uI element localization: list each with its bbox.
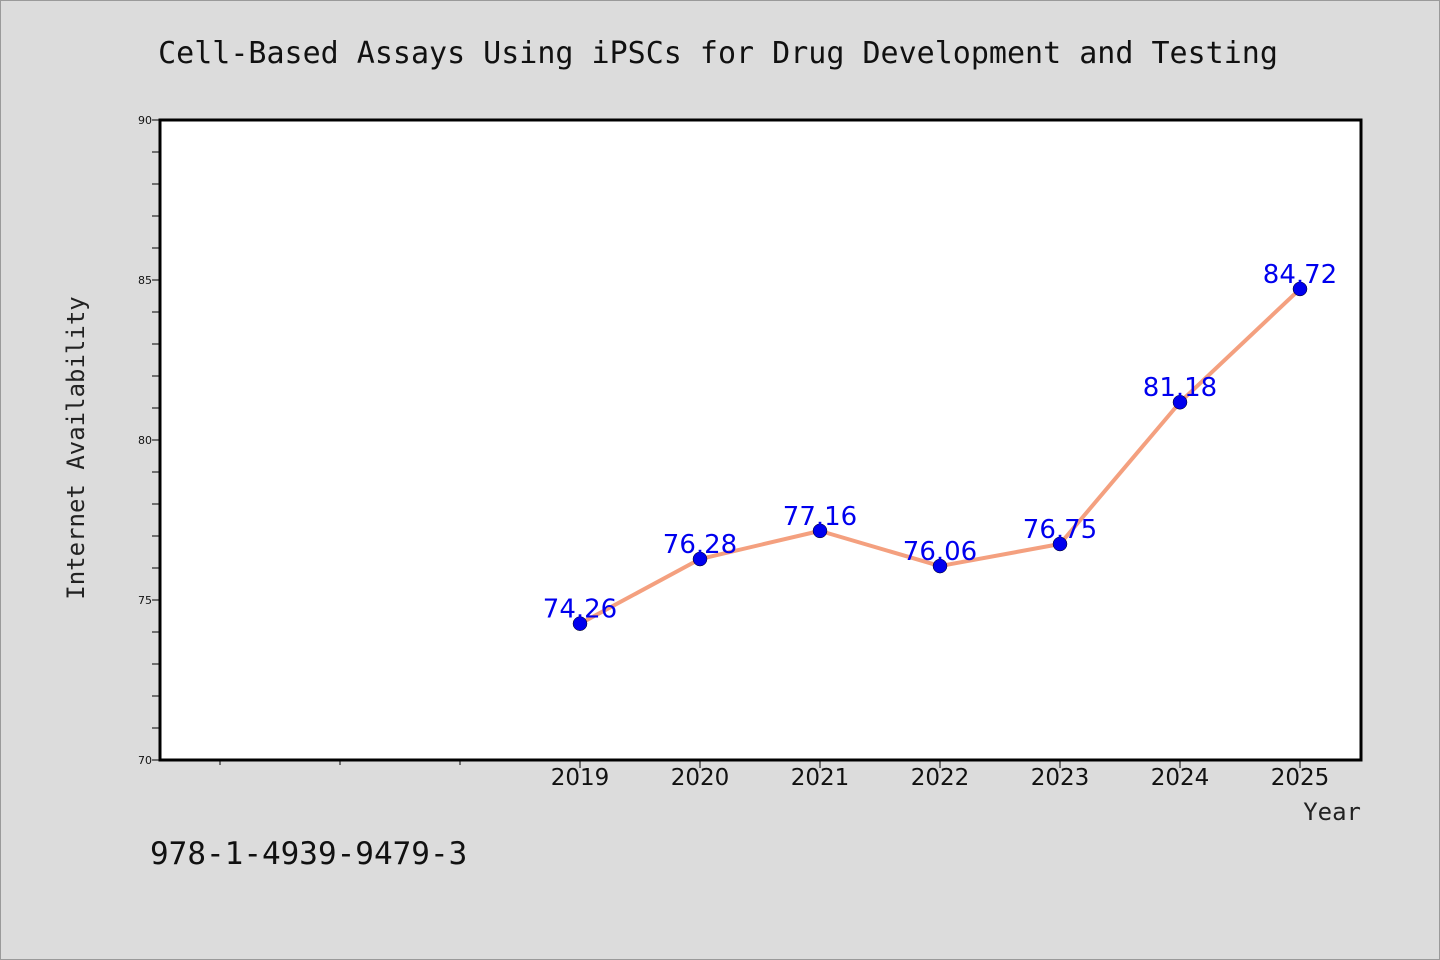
x-tick-label: 2022 xyxy=(911,765,970,791)
y-tick-label: 85 xyxy=(138,274,152,287)
data-label: 76.28 xyxy=(663,530,737,560)
x-tick-label: 2019 xyxy=(551,765,610,791)
x-axis: 2019 2020 2021 2022 2023 2024 2025 xyxy=(219,760,1330,791)
y-tick-label: 80 xyxy=(138,434,152,447)
data-point xyxy=(1052,536,1068,552)
y-tick-label: 90 xyxy=(138,114,152,127)
y-tick-label: 70 xyxy=(138,754,152,767)
data-label: 77.16 xyxy=(783,502,857,532)
data-label: 84.72 xyxy=(1263,260,1337,290)
data-label: 76.06 xyxy=(903,537,977,567)
chart-title: Cell-Based Assays Using iPSCs for Drug D… xyxy=(158,36,1278,71)
data-label: 76.75 xyxy=(1023,515,1097,545)
data-point xyxy=(1172,394,1188,410)
data-point xyxy=(1292,281,1308,297)
x-tick-label: 2023 xyxy=(1031,765,1090,791)
y-axis: 70 75 80 85 90 xyxy=(138,114,160,767)
x-tick-label: 2020 xyxy=(671,765,730,791)
footer-isbn: 978-1-4939-9479-3 xyxy=(150,836,467,872)
data-point xyxy=(812,523,828,539)
series: 74.26 76.28 77.16 76.06 76.75 81.18 84.72 xyxy=(543,260,1337,631)
x-axis-label: Year xyxy=(1303,798,1361,826)
x-tick-label: 2024 xyxy=(1151,765,1210,791)
data-point xyxy=(572,616,588,631)
data-point xyxy=(932,558,948,574)
data-label: 81.18 xyxy=(1143,373,1217,403)
x-tick-label: 2025 xyxy=(1271,765,1330,791)
x-tick-label: 2021 xyxy=(791,765,850,791)
data-label: 74.26 xyxy=(543,595,617,625)
data-point xyxy=(692,551,708,567)
y-axis-label: Internet Availability xyxy=(62,296,90,599)
plot-area xyxy=(158,118,1363,762)
y-tick-label: 75 xyxy=(138,594,152,607)
